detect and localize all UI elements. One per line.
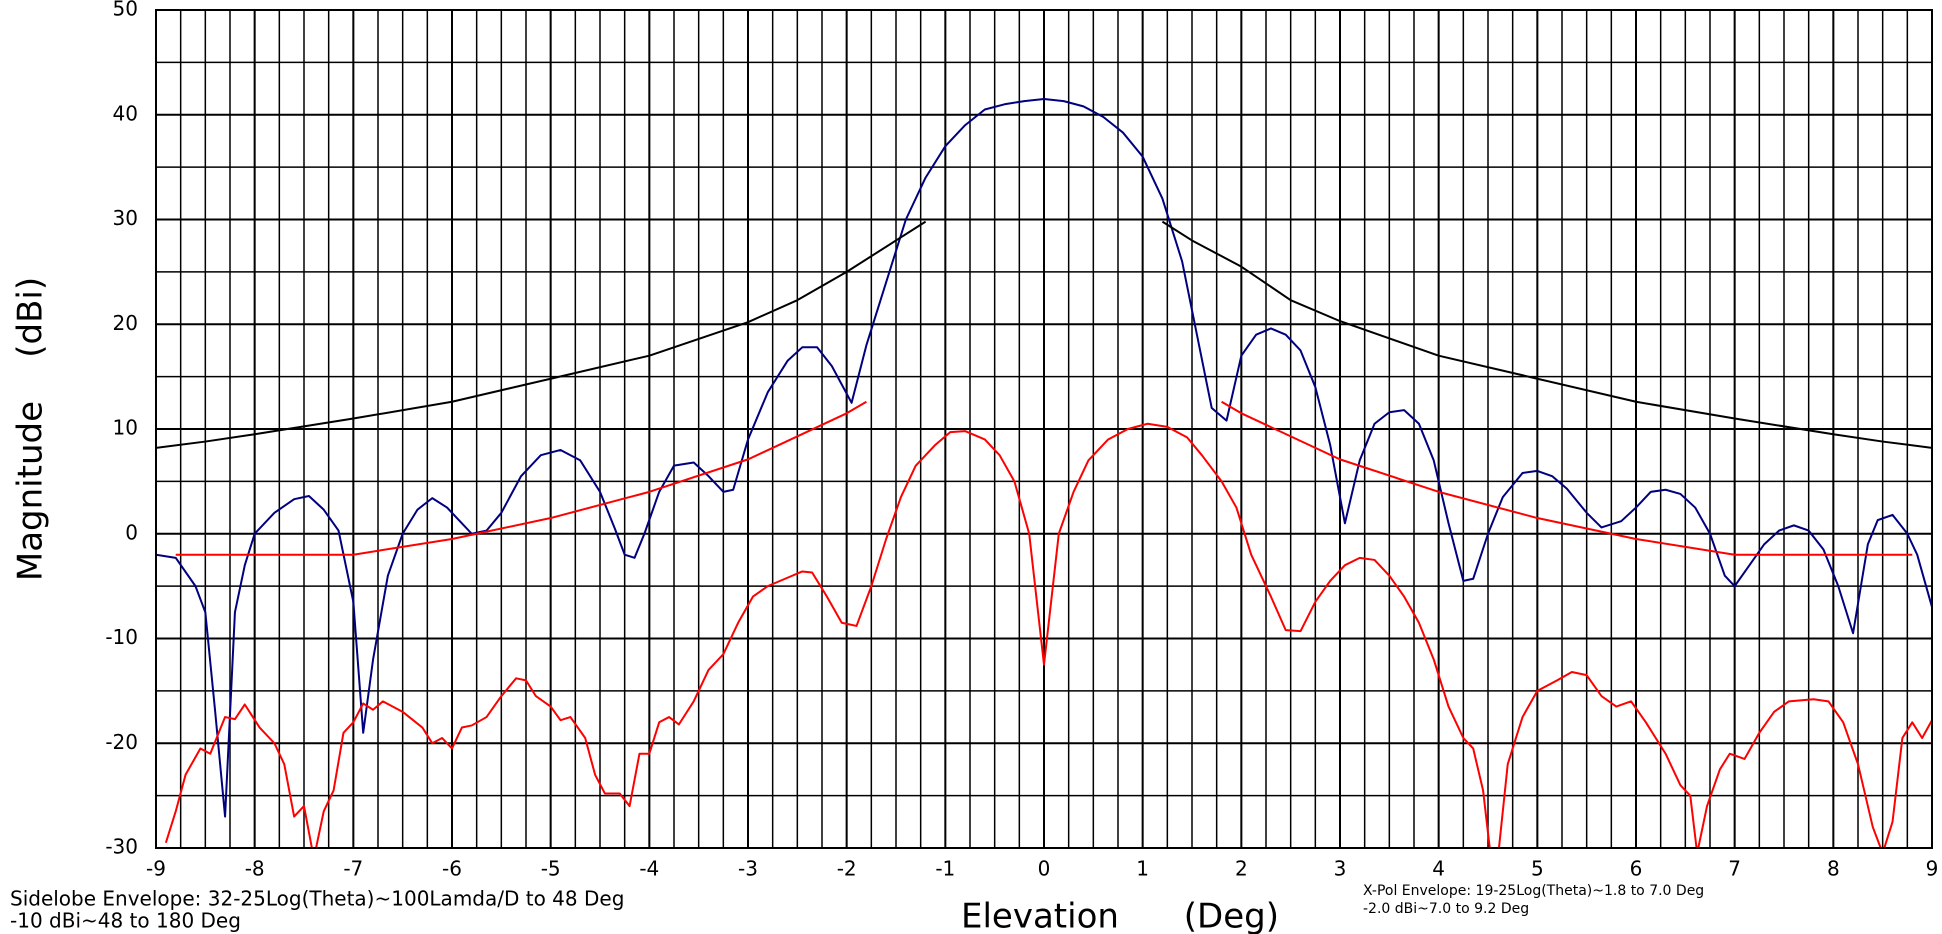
x-axis-title: Elevation (Deg) <box>961 897 1279 934</box>
y-tick-label: -10 <box>105 625 138 649</box>
x-tick-label: -9 <box>146 857 166 881</box>
series-line <box>156 98 1932 818</box>
x-tick-label: -1 <box>935 857 955 881</box>
x-tick-label: -8 <box>245 857 265 881</box>
grid <box>155 9 1933 849</box>
y-axis-title: Magnitude (dBi) <box>11 277 51 581</box>
annotation: -2.0 dBi~7.0 to 9.2 Deg <box>1363 901 1529 917</box>
series-line <box>156 220 927 449</box>
y-tick-label: 40 <box>113 101 138 125</box>
y-tick-label: 0 <box>125 520 138 544</box>
series-line <box>1221 400 1913 556</box>
y-tick-label: 50 <box>113 0 138 21</box>
x-tick-label: -2 <box>837 857 857 881</box>
x-tick-label: 2 <box>1235 857 1248 881</box>
annotation: Sidelobe Envelope: 32-25Log(Theta)~100La… <box>10 887 624 911</box>
annotation: -10 dBi~48 to 180 Deg <box>10 909 241 933</box>
series-line <box>1161 220 1932 449</box>
x-tick-label: 8 <box>1827 857 1840 881</box>
series-line <box>164 422 1932 848</box>
x-tick-label: 5 <box>1531 857 1544 881</box>
x-tick-label: 1 <box>1136 857 1149 881</box>
plot-area <box>156 98 1932 848</box>
series-line <box>175 400 867 556</box>
labels: -9 -8 -7 -6 -5 -4 -3 -2 -1 0 1 2 3 4 5 6 7 8 9-30-20-10010… <box>105 0 1938 881</box>
x-tick-label: -5 <box>541 857 561 881</box>
x-tick-label: -7 <box>343 857 363 881</box>
x-tick-label: 7 <box>1728 857 1741 881</box>
x-tick-label: 0 <box>1038 857 1051 881</box>
y-tick-label: 30 <box>113 206 138 230</box>
x-tick-label: 6 <box>1630 857 1643 881</box>
y-tick-label: -30 <box>105 835 138 859</box>
x-tick-label: 4 <box>1432 857 1445 881</box>
x-tick-label: 3 <box>1334 857 1347 881</box>
annotation: X-Pol Envelope: 19-25Log(Theta)~1.8 to 7… <box>1363 883 1704 899</box>
y-tick-label: 20 <box>113 311 138 335</box>
y-tick-label: -20 <box>105 730 138 754</box>
x-tick-label: -6 <box>442 857 462 881</box>
x-tick-label: 9 <box>1926 857 1939 881</box>
plot-frame <box>155 9 1933 849</box>
y-tick-label: 10 <box>113 416 138 440</box>
x-tick-label: -4 <box>639 857 659 881</box>
x-tick-label: -3 <box>738 857 758 881</box>
